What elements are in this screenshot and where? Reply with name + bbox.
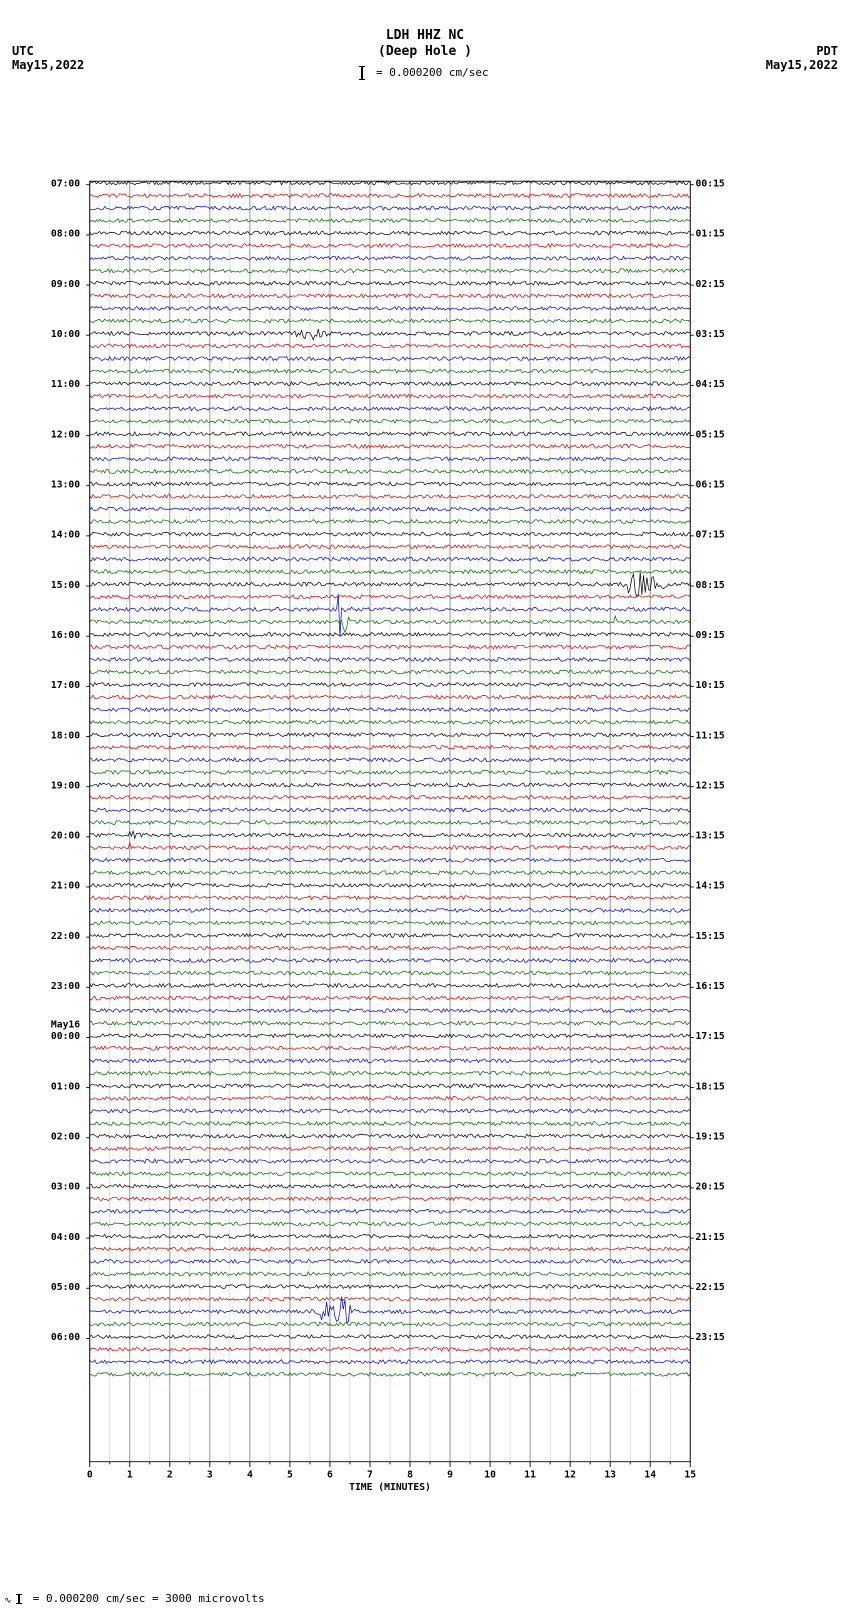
svg-text:23:15: 23:15 [696, 1332, 725, 1343]
svg-text:00:00: 00:00 [51, 1031, 80, 1042]
svg-text:13: 13 [604, 1470, 616, 1481]
svg-text:08:00: 08:00 [51, 229, 80, 240]
svg-text:14: 14 [644, 1470, 656, 1481]
svg-text:21:15: 21:15 [696, 1232, 725, 1243]
svg-text:6: 6 [327, 1470, 333, 1481]
svg-text:14:15: 14:15 [696, 881, 725, 892]
svg-text:09:00: 09:00 [51, 279, 80, 290]
svg-text:19:00: 19:00 [51, 780, 80, 791]
footer-tick: ∿ [4, 1596, 12, 1606]
svg-text:07:00: 07:00 [51, 178, 80, 189]
title-line2: (Deep Hole ) [0, 44, 850, 60]
svg-text:2: 2 [167, 1470, 173, 1481]
svg-text:7: 7 [367, 1470, 373, 1481]
svg-text:11: 11 [524, 1470, 536, 1481]
scale-note: = 0.000200 cm/sec [0, 66, 850, 80]
svg-text:19:15: 19:15 [696, 1132, 725, 1143]
seismogram-plot: 07:00 08:00 09:00 10:00 11:00 12:00 13:00 14:00… [50, 90, 730, 1590]
svg-text:15: 15 [684, 1470, 696, 1481]
svg-text:03:00: 03:00 [51, 1182, 80, 1193]
svg-text:12: 12 [564, 1470, 576, 1481]
svg-text:03:15: 03:15 [696, 329, 725, 340]
svg-text:1: 1 [127, 1470, 133, 1481]
svg-text:16:15: 16:15 [696, 981, 725, 992]
svg-text:13:15: 13:15 [696, 831, 725, 842]
svg-text:4: 4 [247, 1470, 253, 1481]
seismogram-container: UTC May15,2022 PDT May15,2022 LDH HHZ NC… [0, 0, 850, 1613]
svg-text:11:00: 11:00 [51, 379, 80, 390]
svg-text:10:15: 10:15 [696, 680, 725, 691]
svg-text:16:00: 16:00 [51, 630, 80, 641]
svg-text:04:15: 04:15 [696, 379, 725, 390]
svg-text:15:15: 15:15 [696, 931, 725, 942]
title-line1: LDH HHZ NC [0, 28, 850, 44]
scale-bar-icon [361, 66, 363, 80]
footer-text: = 0.000200 cm/sec = 3000 microvolts [33, 1592, 265, 1605]
svg-text:8: 8 [407, 1470, 413, 1481]
title-block: LDH HHZ NC (Deep Hole ) [0, 28, 850, 59]
svg-text:18:15: 18:15 [696, 1081, 725, 1092]
svg-text:14:00: 14:00 [51, 530, 80, 541]
svg-text:05:00: 05:00 [51, 1282, 80, 1293]
svg-text:12:15: 12:15 [696, 780, 725, 791]
svg-text:06:15: 06:15 [696, 479, 725, 490]
svg-text:20:00: 20:00 [51, 831, 80, 842]
svg-text:02:15: 02:15 [696, 279, 725, 290]
footer-scale-bar-icon [18, 1594, 20, 1604]
svg-text:08:15: 08:15 [696, 580, 725, 591]
svg-text:20:15: 20:15 [696, 1182, 725, 1193]
svg-text:12:00: 12:00 [51, 429, 80, 440]
svg-text:0: 0 [87, 1470, 93, 1481]
footer: ∿ = 0.000200 cm/sec = 3000 microvolts [4, 1592, 265, 1605]
svg-text:22:15: 22:15 [696, 1282, 725, 1293]
svg-text:13:00: 13:00 [51, 479, 80, 490]
svg-text:05:15: 05:15 [696, 429, 725, 440]
svg-text:18:00: 18:00 [51, 730, 80, 741]
svg-text:02:00: 02:00 [51, 1132, 80, 1143]
svg-text:10: 10 [484, 1470, 496, 1481]
svg-text:5: 5 [287, 1470, 293, 1481]
svg-text:10:00: 10:00 [51, 329, 80, 340]
svg-text:01:00: 01:00 [51, 1081, 80, 1092]
svg-text:07:15: 07:15 [696, 530, 725, 541]
svg-text:21:00: 21:00 [51, 881, 80, 892]
svg-text:9: 9 [447, 1470, 453, 1481]
svg-text:01:15: 01:15 [696, 229, 725, 240]
svg-text:06:00: 06:00 [51, 1332, 80, 1343]
svg-text:22:00: 22:00 [51, 931, 80, 942]
svg-text:23:00: 23:00 [51, 981, 80, 992]
svg-text:TIME (MINUTES): TIME (MINUTES) [349, 1482, 431, 1493]
svg-text:17:15: 17:15 [696, 1031, 725, 1042]
svg-text:04:00: 04:00 [51, 1232, 80, 1243]
svg-text:11:15: 11:15 [696, 730, 725, 741]
svg-text:May16: May16 [51, 1020, 80, 1031]
svg-text:3: 3 [207, 1470, 213, 1481]
svg-text:00:15: 00:15 [696, 178, 725, 189]
svg-text:09:15: 09:15 [696, 630, 725, 641]
svg-text:15:00: 15:00 [51, 580, 80, 591]
scale-text: = 0.000200 cm/sec [376, 66, 489, 79]
svg-text:17:00: 17:00 [51, 680, 80, 691]
